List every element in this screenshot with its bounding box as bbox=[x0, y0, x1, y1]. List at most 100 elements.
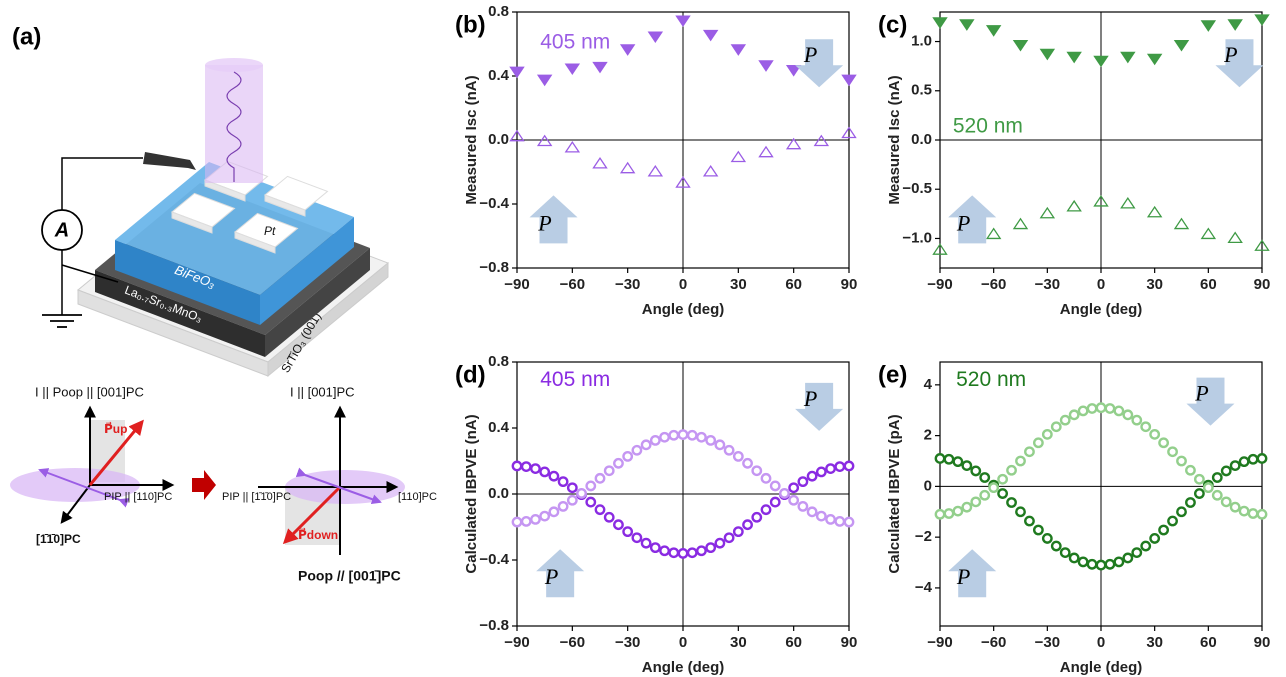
x-tick-label: −30 bbox=[615, 634, 640, 651]
y-tick-label: −0.5 bbox=[902, 180, 932, 197]
marker bbox=[688, 431, 696, 439]
marker bbox=[1133, 416, 1141, 424]
marker bbox=[954, 457, 962, 465]
y-tick-label: −1.0 bbox=[902, 229, 932, 246]
marker bbox=[1034, 439, 1042, 447]
marker bbox=[621, 45, 634, 55]
marker bbox=[614, 459, 622, 467]
marker bbox=[843, 75, 856, 85]
marker bbox=[704, 166, 717, 176]
marker bbox=[540, 468, 548, 476]
marker bbox=[513, 462, 521, 470]
marker bbox=[1016, 508, 1024, 516]
y-tick-label: 0.4 bbox=[488, 67, 510, 84]
marker bbox=[1142, 542, 1150, 550]
marker bbox=[1177, 457, 1185, 465]
marker bbox=[836, 517, 844, 525]
marker bbox=[972, 498, 980, 506]
marker bbox=[1195, 489, 1203, 497]
marker bbox=[945, 509, 953, 517]
marker bbox=[1088, 404, 1096, 412]
marker bbox=[1229, 233, 1242, 243]
marker bbox=[1204, 483, 1212, 491]
marker bbox=[815, 136, 828, 146]
y-tick-label: −0.4 bbox=[479, 551, 509, 568]
x-tick-label: −60 bbox=[981, 634, 1006, 651]
marker bbox=[677, 16, 690, 26]
x-tick-label: 60 bbox=[785, 634, 802, 651]
x-tick-label: 60 bbox=[785, 276, 802, 293]
axis-label: [110]PC bbox=[398, 491, 437, 503]
marker bbox=[1061, 548, 1069, 556]
wire bbox=[62, 158, 143, 210]
marker bbox=[706, 543, 714, 551]
y-tick-label: −0.8 bbox=[479, 259, 509, 276]
panel-label: (e) bbox=[878, 361, 907, 388]
marker bbox=[633, 446, 641, 454]
x-tick-label: −30 bbox=[1035, 276, 1060, 293]
marker bbox=[1175, 41, 1188, 51]
marker bbox=[522, 517, 530, 525]
x-axis-title: Angle (deg) bbox=[1060, 301, 1143, 318]
marker bbox=[540, 512, 548, 520]
x-tick-label: 90 bbox=[841, 634, 858, 651]
x-tick-label: 30 bbox=[730, 276, 747, 293]
marker bbox=[1258, 510, 1266, 518]
marker bbox=[1148, 207, 1161, 217]
marker bbox=[623, 527, 631, 535]
marker bbox=[808, 508, 816, 516]
marker bbox=[1186, 498, 1194, 506]
x-tick-label: −30 bbox=[615, 276, 640, 293]
marker bbox=[550, 472, 558, 480]
marker bbox=[1097, 403, 1105, 411]
marker bbox=[732, 45, 745, 55]
marker bbox=[1068, 201, 1081, 211]
marker bbox=[1016, 457, 1024, 465]
x-axis-title: Angle (deg) bbox=[642, 659, 725, 676]
marker bbox=[649, 32, 662, 42]
marker bbox=[1195, 475, 1203, 483]
axis-label: [1̄1̄0]PC bbox=[36, 532, 81, 546]
marker bbox=[760, 147, 773, 157]
marker bbox=[989, 483, 997, 491]
axis-label: Poop // [001̄]PC bbox=[298, 568, 401, 584]
x-tick-label: −90 bbox=[504, 276, 529, 293]
x-tick-label: 90 bbox=[1254, 634, 1271, 651]
marker bbox=[660, 547, 668, 555]
marker bbox=[1121, 52, 1134, 62]
x-tick-label: −90 bbox=[927, 276, 952, 293]
marker bbox=[762, 505, 770, 513]
y-tick-label: −0.8 bbox=[479, 617, 509, 634]
x-tick-label: 60 bbox=[1200, 276, 1217, 293]
y-axis-title: Measured Isc (nA) bbox=[463, 75, 480, 204]
marker bbox=[771, 482, 779, 490]
marker bbox=[670, 431, 678, 439]
marker bbox=[1175, 219, 1188, 229]
marker bbox=[1229, 20, 1242, 30]
marker bbox=[1007, 498, 1015, 506]
marker bbox=[587, 498, 595, 506]
marker bbox=[642, 441, 650, 449]
annotation: P⃗ bbox=[956, 564, 988, 589]
marker bbox=[1150, 534, 1158, 542]
marker bbox=[1142, 423, 1150, 431]
marker bbox=[568, 496, 576, 504]
marker bbox=[550, 508, 558, 516]
marker bbox=[1007, 466, 1015, 474]
marker bbox=[1034, 526, 1042, 534]
marker bbox=[963, 461, 971, 469]
marker bbox=[987, 229, 1000, 239]
marker bbox=[799, 502, 807, 510]
marker bbox=[596, 474, 604, 482]
marker bbox=[688, 549, 696, 557]
marker bbox=[596, 505, 604, 513]
marker bbox=[1240, 507, 1248, 515]
axis-label: P⃗down bbox=[298, 528, 338, 542]
x-tick-label: −60 bbox=[560, 634, 585, 651]
marker bbox=[1202, 229, 1215, 239]
marker bbox=[697, 547, 705, 555]
x-tick-label: 60 bbox=[1200, 634, 1217, 651]
marker bbox=[594, 158, 607, 168]
y-tick-label: 0.0 bbox=[488, 485, 509, 502]
marker bbox=[704, 31, 717, 41]
